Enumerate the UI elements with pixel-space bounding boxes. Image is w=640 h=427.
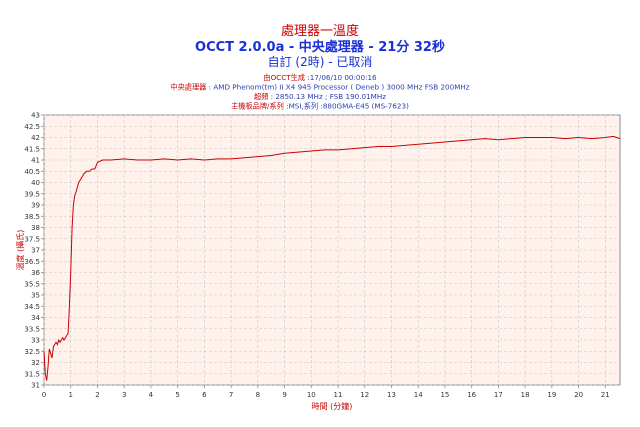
x-tick-label: 4: [149, 391, 154, 399]
y-tick-label: 37: [31, 247, 40, 255]
y-tick-label: 32.5: [24, 348, 40, 356]
series-line: [43, 135, 621, 381]
x-tick-label: 12: [360, 391, 369, 399]
info-value: : AMD Phenom(tm) II X4 945 Processor ( D…: [206, 83, 469, 92]
y-tick-label: 41: [31, 157, 40, 165]
x-tick-label: 14: [414, 391, 423, 399]
info-value: : 2850.13 MHz ; FSB 190.01MHz: [268, 92, 386, 101]
x-tick-label: 11: [334, 391, 343, 399]
info-value: :MSI,系列 :880GMA-E45 (MS-7623): [284, 102, 409, 111]
x-tick-label: 1: [68, 391, 72, 399]
x-tick-label: 8: [256, 391, 260, 399]
x-tick-label: 6: [202, 391, 207, 399]
y-tick-label: 38: [31, 224, 40, 232]
chart-title: 處理器一溫度: [281, 23, 359, 39]
x-tick-label: 9: [282, 391, 286, 399]
x-tick-label: 16: [467, 391, 476, 399]
x-tick-label: 15: [440, 391, 449, 399]
y-tick-label: 38.5: [24, 213, 40, 221]
y-tick-label: 35.5: [24, 280, 40, 288]
y-axis: 31 31.5 32 32.5 33 33.5 34 34.5 35 35.5 36 36.5 37 37…: [24, 112, 44, 390]
x-tick-label: 18: [521, 391, 530, 399]
x-tick-label: 20: [574, 391, 583, 399]
y-tick-label: 34: [31, 314, 40, 322]
x-tick-label: 10: [307, 391, 316, 399]
info-label: 主機板品牌/系列: [231, 102, 284, 111]
info-value: :17/06/10 00:00:16: [305, 73, 377, 82]
x-tick-label: 17: [494, 391, 503, 399]
info-label: 超頻: [254, 92, 268, 101]
y-tick-label: 39: [31, 202, 40, 210]
x-axis-title: 時間 (分鐘): [312, 401, 353, 411]
x-tick-label: 3: [122, 391, 126, 399]
y-axis-title: 溫度 (攝氏): [15, 230, 25, 271]
x-tick-label: 13: [387, 391, 396, 399]
y-tick-label: 41.5: [24, 145, 40, 153]
x-tick-label: 0: [42, 391, 46, 399]
y-tick-label: 32: [31, 359, 40, 367]
chart-subtitle: OCCT 2.0.0a - 中央處理器 - 21分 32秒: [195, 39, 445, 55]
y-tick-label: 43: [31, 112, 40, 120]
info-line: 由OCCT生成 :17/06/10 00:00:16: [263, 73, 377, 82]
y-tick-label: 40: [31, 179, 40, 187]
y-tick-label: 40.5: [24, 168, 40, 176]
info-line: 主機板品牌/系列 :MSI,系列 :880GMA-E45 (MS-7623): [231, 102, 409, 111]
x-tick-label: 5: [175, 391, 179, 399]
y-tick-label: 42.5: [24, 123, 40, 131]
x-tick-label: 19: [547, 391, 556, 399]
y-tick-label: 33.5: [24, 325, 40, 333]
info-line: 中央處理器 : AMD Phenom(tm) II X4 945 Process…: [170, 83, 469, 92]
y-tick-label: 35: [31, 292, 40, 300]
y-tick-label: 36: [31, 269, 40, 277]
y-tick-label: 36.5: [24, 258, 40, 266]
y-tick-label: 31: [31, 382, 40, 390]
info-line: 超頻 : 2850.13 MHz ; FSB 190.01MHz: [254, 92, 386, 101]
x-axis: 0 1 2 3 4 5 6 7 8 9 10 11 12 13 14 15 16 17 18 19 20 21: [42, 385, 610, 399]
y-tick-label: 34.5: [24, 303, 40, 311]
y-tick-label: 31.5: [24, 370, 40, 378]
info-label: 由OCCT生成: [263, 73, 305, 82]
info-label: 中央處理器: [170, 83, 206, 92]
x-tick-label: 7: [229, 391, 233, 399]
y-tick-label: 37.5: [24, 235, 40, 243]
chart-subtitle-2: 自訂 (2時) - 已取消: [268, 54, 373, 69]
y-tick-label: 39.5: [24, 190, 40, 198]
y-tick-label: 33: [31, 337, 40, 345]
x-tick-label: 21: [601, 391, 610, 399]
y-tick-label: 42: [31, 134, 40, 142]
x-tick-label: 2: [95, 391, 99, 399]
